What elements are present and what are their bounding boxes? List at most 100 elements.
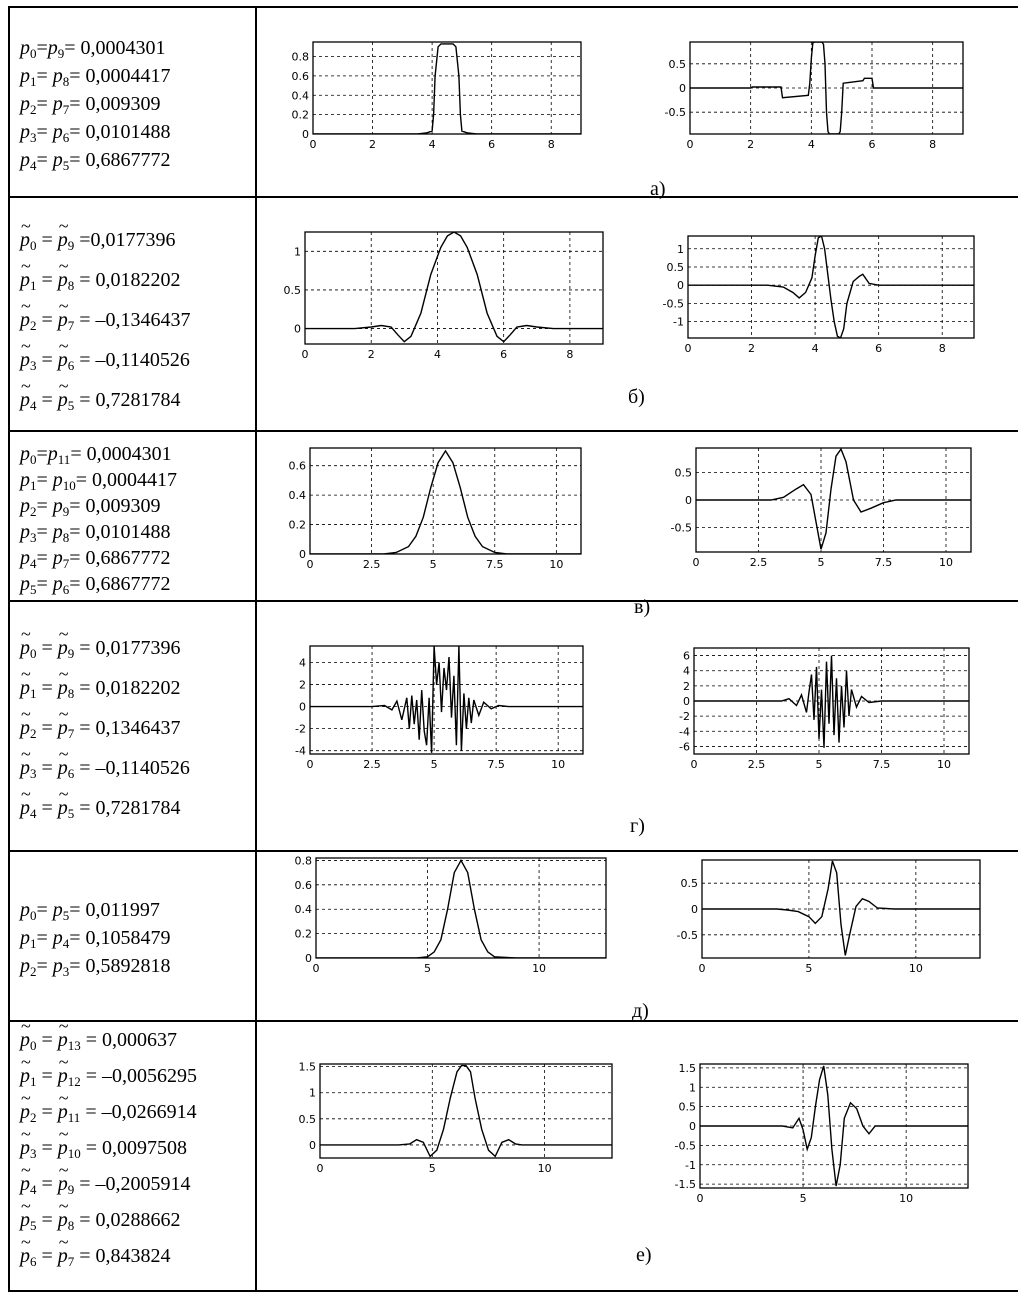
parameter-line: p1= p4= 0,1058479 <box>20 927 171 951</box>
table-column-divider <box>255 6 257 1290</box>
parameter-line: p1= p8= 0,0004417 <box>20 65 171 89</box>
x-tick-label: 8 <box>566 348 573 361</box>
plot-frame <box>319 1063 613 1159</box>
y-tick-label: 0 <box>299 701 306 714</box>
parameter-line: p1 = p8 = 0,0182202 <box>20 257 181 292</box>
x-tick-label: 2.5 <box>363 558 381 571</box>
y-tick-label: 0.4 <box>289 489 307 502</box>
y-tick-label: 0.5 <box>681 877 699 890</box>
y-tick-label: 0 <box>309 1139 316 1152</box>
y-tick-label: 0.4 <box>292 89 310 102</box>
y-tick-label: 0 <box>305 952 312 965</box>
x-tick-label: 0 <box>313 962 320 975</box>
parameter-line: p2 = p7 = 0,1346437 <box>20 705 181 740</box>
table-row-border <box>8 196 1018 198</box>
parameter-line: p0 = p13 = 0,000637 <box>20 1017 177 1052</box>
x-tick-label: 0 <box>307 758 314 771</box>
line-chart: 0 2.5 5 7.5 10 -6 -4 -2 0 2 4 6 <box>679 647 970 771</box>
line-chart: 0 5 10 -0.5 0 0.5 <box>677 859 981 975</box>
y-tick-label: 0 <box>677 279 684 292</box>
y-tick-label: -1 <box>685 1159 696 1172</box>
x-tick-label: 0 <box>317 1162 324 1175</box>
table-row-border <box>8 430 1018 432</box>
parameter-line: p2= p7= 0,009309 <box>20 93 161 117</box>
y-tick-label: 1 <box>294 245 301 258</box>
parameter-line: p4 = p5 = 0,7281784 <box>20 377 181 412</box>
line-chart: 0 2.5 5 7.5 10 0 0.2 0.4 0.6 <box>289 447 582 571</box>
y-tick-label: -2 <box>295 723 306 736</box>
series-line <box>320 1064 612 1158</box>
y-tick-label: 0 <box>679 82 686 95</box>
x-tick-label: 6 <box>875 342 882 355</box>
x-tick-label: 0 <box>693 556 700 569</box>
series-line <box>702 860 980 956</box>
y-tick-label: -0.5 <box>663 297 684 310</box>
x-tick-label: 2.5 <box>363 758 381 771</box>
x-tick-label: 6 <box>500 348 507 361</box>
parameter-line: p6 = p7 = 0,843824 <box>20 1233 171 1268</box>
series-line <box>310 646 583 753</box>
parameter-line: p4= p5= 0,6867772 <box>20 149 171 173</box>
y-tick-label: 0 <box>685 494 692 507</box>
y-tick-label: 1.5 <box>679 1062 697 1075</box>
x-tick-label: 10 <box>899 1192 913 1205</box>
y-tick-label: 1 <box>689 1081 696 1094</box>
x-tick-label: 10 <box>939 556 953 569</box>
parameter-line: p5 = p8 = 0,0288662 <box>20 1197 181 1232</box>
series-line <box>696 448 971 550</box>
x-tick-label: 6 <box>488 138 495 151</box>
line-chart: 0 5 10 0 0.2 0.4 0.6 0.8 <box>295 854 607 975</box>
plot-frame <box>687 235 975 339</box>
parameter-line: p3 = p6 = –0,1140526 <box>20 337 190 372</box>
plot-frame <box>304 231 604 345</box>
y-tick-label: 6 <box>683 650 690 663</box>
y-tick-label: 0 <box>299 548 306 561</box>
parameter-line: p0 = p9 =0,0177396 <box>20 217 176 252</box>
y-tick-label: 0.2 <box>292 109 310 122</box>
x-tick-label: 2 <box>747 138 754 151</box>
parameter-line: p3= p6= 0,0101488 <box>20 121 171 145</box>
y-tick-label: -0.5 <box>671 521 692 534</box>
plot-frame <box>309 447 582 555</box>
y-tick-label: 4 <box>683 665 690 678</box>
y-tick-label: 0.5 <box>667 261 685 274</box>
y-tick-label: 0.5 <box>675 467 693 480</box>
table-row-border <box>8 850 1018 852</box>
x-tick-label: 5 <box>800 1192 807 1205</box>
y-tick-label: -6 <box>679 740 690 753</box>
y-tick-label: 2 <box>683 680 690 693</box>
parameter-line: p3 = p10 = 0,0097508 <box>20 1125 187 1160</box>
parameter-line: p0=p11= 0,0004301 <box>20 443 172 467</box>
x-tick-label: 0 <box>307 558 314 571</box>
row-label: в) <box>634 596 651 618</box>
series-line <box>305 232 603 343</box>
parameter-line: p5= p6= 0,6867772 <box>20 573 171 597</box>
series-line <box>690 42 963 134</box>
plot-frame <box>315 857 607 959</box>
series-line <box>688 236 974 338</box>
y-tick-label: 0.6 <box>292 70 310 83</box>
parameter-line: p2 = p11 = –0,0266914 <box>20 1089 197 1124</box>
x-tick-label: 4 <box>808 138 815 151</box>
y-tick-label: 0.6 <box>289 460 307 473</box>
x-tick-label: 10 <box>538 1162 552 1175</box>
line-chart: 0 5 10 0 0.5 1 1.5 <box>299 1061 613 1175</box>
y-tick-label: 0.8 <box>292 51 310 64</box>
x-tick-label: 5 <box>430 558 437 571</box>
x-tick-label: 0 <box>685 342 692 355</box>
y-tick-label: 0 <box>683 695 690 708</box>
parameter-line: p4 = p9 = –0,2005914 <box>20 1161 191 1196</box>
table-left-border <box>8 6 10 1290</box>
series-line <box>700 1065 968 1187</box>
x-tick-label: 5 <box>429 1162 436 1175</box>
y-tick-label: 2 <box>299 679 306 692</box>
x-tick-label: 0 <box>302 348 309 361</box>
x-tick-label: 0 <box>687 138 694 151</box>
y-tick-label: -2 <box>679 710 690 723</box>
parameter-line: p0 = p9 = 0,0177396 <box>20 625 181 660</box>
plot-frame <box>309 645 584 755</box>
x-tick-label: 7.5 <box>875 556 893 569</box>
x-tick-label: 4 <box>812 342 819 355</box>
parameter-line: p2 = p7 = –0,1346437 <box>20 297 191 332</box>
x-tick-label: 10 <box>532 962 546 975</box>
